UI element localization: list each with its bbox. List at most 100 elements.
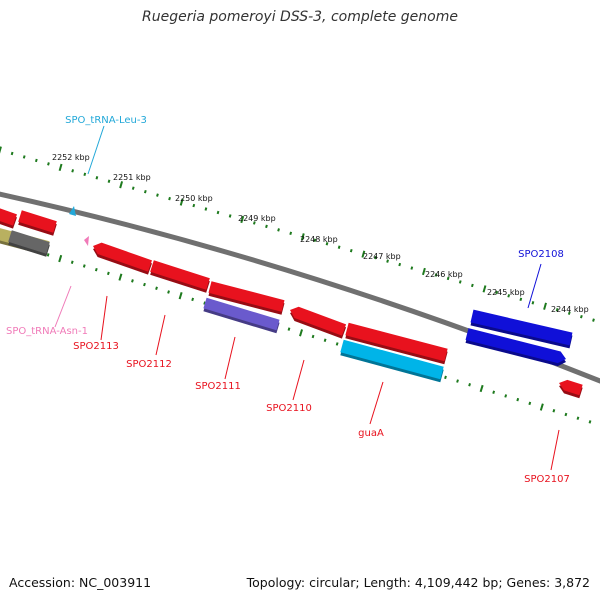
outer-ruler-minor-tick: [349, 248, 353, 253]
partial-gene-gray-body: [8, 230, 50, 254]
ruler-label: 2245 kbp: [487, 288, 525, 297]
outer-ruler-major-tick: [543, 302, 547, 310]
partial-gene-left-2-body: [18, 210, 57, 233]
inner-ruler-minor-tick: [311, 334, 315, 339]
feature-label: guaA: [358, 428, 384, 439]
gene-spo2108: [470, 309, 573, 349]
outer-ruler-minor-tick: [10, 151, 14, 156]
gene-spo2112: [150, 260, 210, 293]
inner-ruler-minor-tick: [588, 420, 592, 424]
partial-gene-left-2: [18, 210, 57, 236]
outer-ruler-minor-tick: [519, 297, 523, 302]
outer-ruler-major-tick: [0, 146, 2, 154]
outer-ruler-minor-tick: [168, 196, 171, 201]
gene-spo2107: [559, 379, 583, 399]
gene-spo2108-lower: [465, 328, 566, 367]
inner-ruler-minor-tick: [492, 390, 496, 394]
outer-ruler-minor-tick: [337, 245, 341, 249]
outer-ruler-major-tick: [179, 198, 184, 206]
outer-ruler-minor-tick: [71, 169, 75, 173]
outer-ruler-minor-tick: [325, 242, 329, 246]
outer-ruler-minor-tick: [386, 259, 389, 263]
outer-ruler-major-tick: [482, 285, 487, 293]
outer-ruler-minor-tick: [374, 255, 377, 260]
outer-ruler-minor-tick: [580, 314, 583, 319]
feature-leader: [550, 429, 560, 471]
outer-ruler-minor-tick: [107, 179, 111, 183]
outer-ruler-minor-tick: [22, 155, 26, 159]
inner-ruler-minor-tick: [576, 416, 580, 420]
inner-ruler-minor-tick: [564, 412, 568, 417]
gene-guaa-cyan: [340, 339, 444, 383]
inner-ruler-minor-tick: [456, 379, 459, 383]
outer-ruler-minor-tick: [216, 210, 220, 215]
inner-ruler-minor-tick: [70, 260, 74, 265]
ruler-label: 2250 kbp: [175, 194, 213, 203]
outer-ruler-major-tick: [119, 181, 124, 189]
outer-ruler-major-tick: [240, 215, 245, 224]
topology-text: Topology: circular; Length: 4,109,442 bp…: [246, 575, 590, 590]
partial-gene-gray: [8, 230, 50, 257]
inner-ruler-minor-tick: [552, 409, 556, 413]
outer-ruler-minor-tick: [228, 214, 232, 218]
feature-leader: [224, 336, 236, 380]
inner-ruler-minor-tick: [191, 297, 195, 302]
gene-spo2108-lower-body: [465, 328, 566, 364]
feature-label: SPO2113: [73, 341, 119, 352]
gene-spo2107-body: [559, 379, 583, 396]
outer-ruler-minor-tick: [410, 266, 414, 270]
ruler-label: 2244 kbp: [551, 305, 589, 314]
feature-label: SPO2110: [266, 403, 312, 414]
gene-spo2110-upper: [208, 281, 285, 315]
inner-ruler-minor-tick: [46, 253, 50, 257]
accession-text: Accession: NC_003911: [9, 575, 152, 590]
feature-leader: [54, 285, 72, 328]
gene-spo2113: [93, 242, 152, 275]
outer-ruler-minor-tick: [592, 318, 595, 322]
outer-ruler-minor-tick: [567, 311, 571, 315]
gene-spo2110: [290, 306, 347, 339]
outer-ruler-minor-tick: [131, 186, 135, 190]
outer-ruler-minor-tick: [313, 238, 317, 242]
outer-ruler-minor-tick: [156, 193, 159, 197]
inner-ruler-minor-tick: [287, 327, 291, 331]
feature-label: SPO2112: [126, 359, 172, 370]
trna-asn-marker: [84, 236, 89, 246]
inner-ruler-minor-tick: [167, 290, 170, 294]
outer-ruler-major-tick: [421, 267, 426, 276]
inner-ruler-minor-tick: [444, 375, 447, 380]
feature-layer: [0, 206, 583, 399]
map-title: Ruegeria pomeroyi DSS-3, complete genome: [142, 9, 458, 25]
inner-ruler-minor-tick: [504, 394, 508, 398]
inner-ruler-minor-tick: [155, 286, 158, 290]
partial-gene-left: [0, 208, 17, 229]
outer-ruler-minor-tick: [398, 262, 402, 267]
feature-label: SPO2108: [518, 249, 564, 260]
inner-ruler-minor-tick: [94, 267, 98, 272]
gene-guaa-cyan-body: [340, 339, 444, 380]
gene-spo2112-body: [150, 260, 210, 290]
ruler-label: 2251 kbp: [113, 173, 151, 182]
outer-ruler-minor-tick: [34, 158, 38, 163]
outer-ruler-major-tick: [361, 250, 366, 258]
inner-ruler-major-tick: [299, 329, 304, 337]
feature-label: SPO2107: [524, 474, 570, 485]
feature-leader: [292, 359, 305, 401]
tick-layer: [0, 146, 595, 424]
gene-guaa-body: [345, 322, 448, 362]
outer-ruler-minor-tick: [252, 221, 256, 225]
ruler-label: 2252 kbp: [52, 153, 90, 162]
inner-ruler-minor-tick: [468, 383, 471, 387]
feature-label: SPO_tRNA-Asn-1: [6, 326, 88, 337]
gene-spo2111-body: [203, 297, 280, 331]
gene-spo2110-body: [290, 306, 347, 336]
gene-spo2108-body: [470, 309, 573, 346]
outer-ruler-minor-tick: [555, 308, 559, 312]
inner-ruler-major-tick: [539, 403, 544, 411]
feature-label: SPO_tRNA-Leu-3: [65, 115, 147, 126]
outer-ruler-minor-tick: [507, 294, 511, 298]
outer-ruler-minor-tick: [495, 290, 498, 295]
outer-ruler-minor-tick: [434, 273, 438, 277]
feature-label: SPO2111: [195, 381, 241, 392]
